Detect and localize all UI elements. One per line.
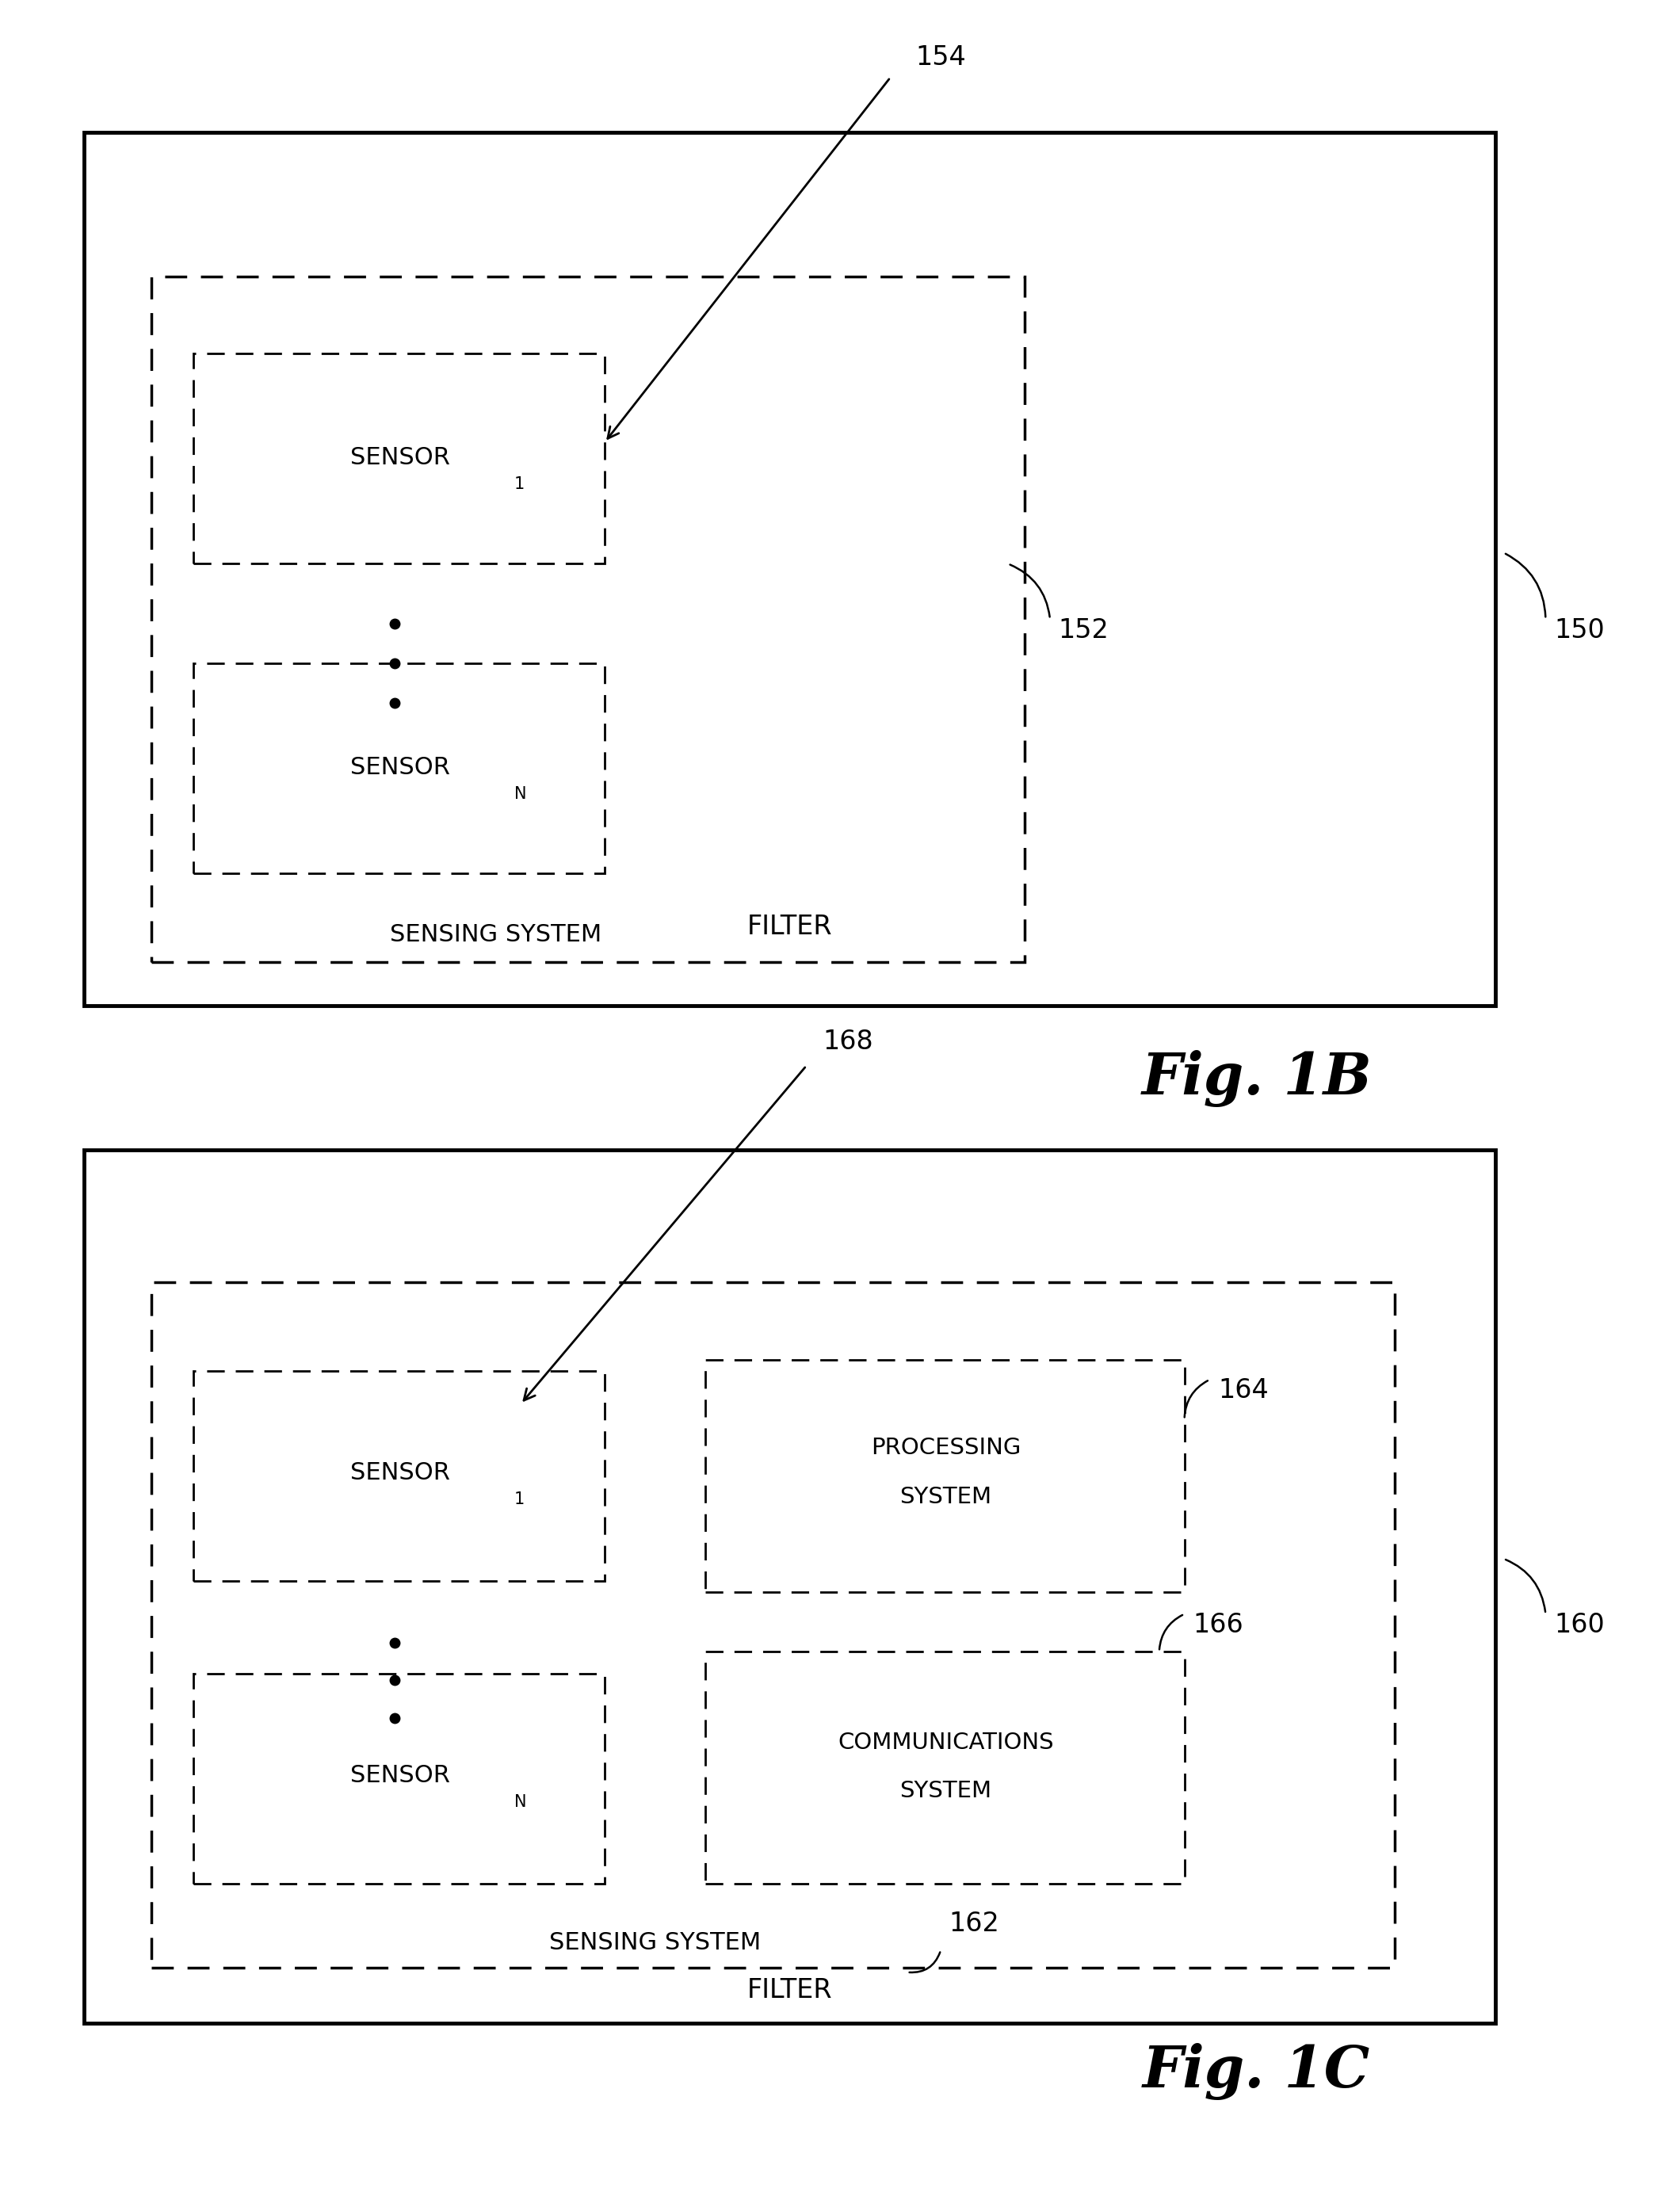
Text: Fig. 1C: Fig. 1C [1142,2043,1371,2100]
Text: SYSTEM: SYSTEM [900,1780,991,1802]
Bar [193,663,605,873]
Text: SYSTEM: SYSTEM [900,1486,991,1508]
Text: 168: 168 [823,1028,874,1055]
Text: COMMUNICATIONS: COMMUNICATIONS [838,1731,1053,1753]
Bar [193,354,605,564]
Text: 1: 1 [514,475,524,493]
Bar [151,1282,1394,1968]
Text: SENSOR: SENSOR [349,1764,450,1786]
Text: SENSING SYSTEM: SENSING SYSTEM [390,924,601,946]
Text: SENSOR: SENSOR [349,1461,450,1484]
Text: PROCESSING: PROCESSING [870,1437,1021,1459]
Text: 152: 152 [1058,617,1109,643]
Text: SENSOR: SENSOR [349,756,450,778]
Bar [193,1674,605,1884]
Bar [151,276,1025,962]
Bar [84,1150,1495,2023]
Bar [84,133,1495,1006]
Text: 160: 160 [1554,1612,1604,1638]
Text: 150: 150 [1554,617,1604,643]
Text: 164: 164 [1218,1377,1268,1404]
Bar [193,1371,605,1581]
Text: SENSOR: SENSOR [349,447,450,469]
Text: N: N [514,1793,526,1811]
Text: 166: 166 [1193,1612,1243,1638]
Text: 162: 162 [949,1910,1000,1937]
Bar [706,1652,1184,1884]
Text: 1: 1 [514,1490,524,1508]
Text: FILTER: FILTER [748,1977,832,2003]
Text: FILTER: FILTER [748,913,832,940]
Text: 154: 154 [916,44,966,71]
Text: N: N [514,785,526,803]
Bar [706,1360,1184,1592]
Text: SENSING SYSTEM: SENSING SYSTEM [549,1932,761,1955]
Text: Fig. 1B: Fig. 1B [1141,1050,1373,1108]
